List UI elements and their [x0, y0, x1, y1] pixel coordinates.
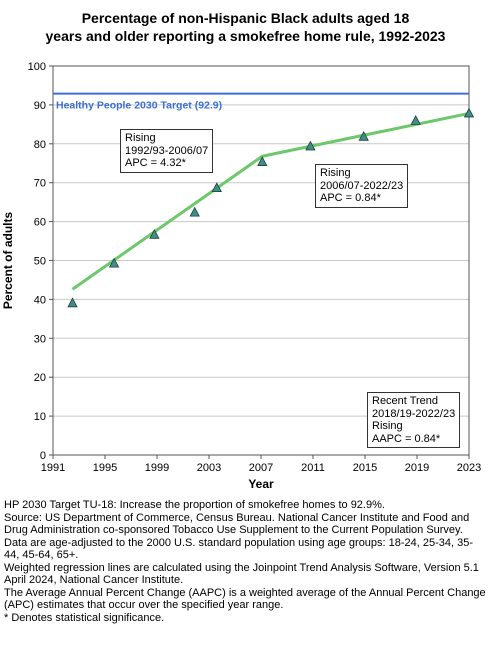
x-tick-label: 1991	[41, 462, 65, 474]
data-point-marker	[305, 140, 316, 151]
data-point-marker	[410, 114, 421, 125]
x-tick-label: 2003	[197, 462, 221, 474]
annotation-apc-1: Rising 1992/93-2006/07 APC = 4.32*	[120, 129, 214, 173]
y-tick-label: 70	[34, 178, 46, 190]
chart-svg: 0 10 20 30 40 50 60 70 80 90 100 1991 1995 1999 2003 20…	[1, 61, 482, 491]
y-axis-label: Percent of adults	[1, 212, 15, 310]
y-tick-label: 90	[34, 100, 46, 112]
x-tick-label: 2007	[249, 462, 273, 474]
data-point-marker	[149, 228, 160, 239]
annotation-line: 1992/93-2006/07	[125, 144, 209, 157]
footnote: Data are age-adjusted to the 2000 U.S. s…	[4, 536, 474, 562]
footnotes: HP 2030 Target TU-18: Increase the propo…	[4, 499, 488, 624]
chart-title: Percentage of non-Hispanic Black adults …	[0, 9, 491, 45]
x-tick-label: 2015	[353, 462, 377, 474]
y-tick-label: 100	[28, 61, 46, 73]
x-tick-label: 2023	[457, 462, 481, 474]
y-tick-label: 50	[34, 256, 46, 268]
x-tick-label: 1995	[93, 462, 117, 474]
footnote: HP 2030 Target TU-18: Increase the propo…	[4, 499, 385, 511]
footnote: Source: US Department of Commerce, Censu…	[4, 511, 470, 537]
data-point-marker	[108, 257, 120, 268]
x-tick-label: 2019	[405, 462, 429, 474]
x-axis-label: Year	[248, 477, 274, 491]
data-point-marker	[67, 297, 78, 308]
y-tick-label: 20	[34, 372, 46, 384]
x-tick-label: 1999	[145, 462, 169, 474]
annotation-line: Rising	[320, 167, 351, 179]
annotation-line: APC = 0.84*	[320, 192, 381, 204]
annotation-line: 2018/19-2022/23	[372, 407, 456, 420]
y-tick-label: 60	[34, 217, 46, 229]
y-tick-label: 30	[34, 333, 46, 345]
annotation-line: Rising	[372, 420, 403, 432]
chart-title-line-2: years and older reporting a smokefree ho…	[45, 28, 446, 44]
y-tick-label: 0	[40, 450, 46, 462]
data-point-marker	[463, 107, 475, 118]
annotation-recent-trend: Recent Trend 2018/19-2022/23 Rising AAPC…	[367, 392, 461, 448]
observed-markers	[67, 107, 475, 308]
y-tick-label: 80	[34, 139, 46, 151]
annotation-line: Recent Trend	[372, 395, 439, 407]
target-label: Healthy People 2030 Target (92.9)	[56, 100, 222, 112]
x-tick-label: 2011	[301, 462, 325, 474]
data-point-marker	[257, 156, 268, 166]
annotation-line: Rising	[125, 132, 156, 144]
annotation-apc-2: Rising 2006/07-2022/23 APC = 0.84*	[315, 164, 409, 208]
footnote: The Average Annual Percent Change (AAPC)…	[4, 586, 486, 612]
annotation-line: 2006/07-2022/23	[320, 179, 404, 192]
footnote: * Denotes statistical significance.	[4, 611, 165, 624]
y-tick-label: 10	[34, 411, 46, 423]
annotation-line: APC = 4.32*	[125, 157, 186, 169]
y-tick-label: 40	[34, 294, 46, 306]
annotation-line: AAPC = 0.84*	[372, 432, 441, 445]
chart-title-line-1: Percentage of non-Hispanic Black adults …	[81, 10, 410, 26]
data-point-marker	[211, 182, 222, 193]
footnote: Weighted regression lines are calculated…	[4, 561, 479, 587]
axis-ticks: 0 10 20 30 40 50 60 70 80 90 100 1991 1995 1999 2003 20…	[28, 61, 482, 474]
data-point-marker	[358, 130, 369, 141]
data-point-marker	[189, 206, 200, 217]
